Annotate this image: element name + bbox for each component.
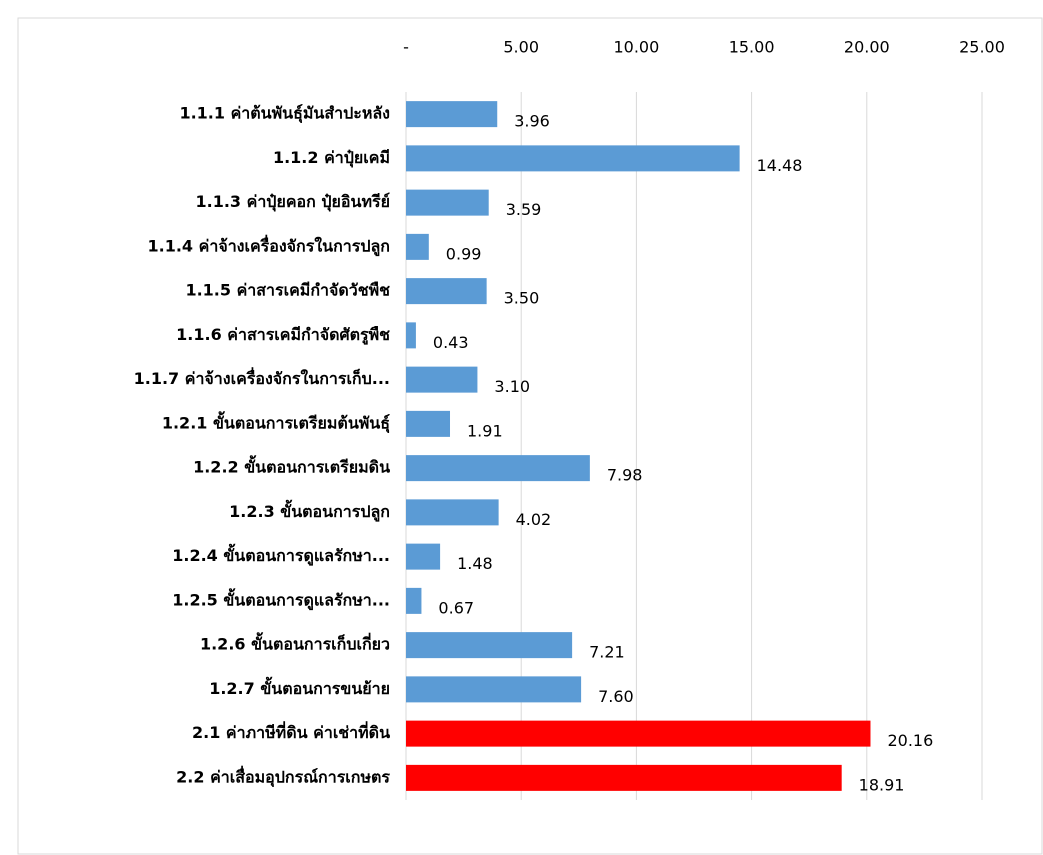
- value-label: 4.02: [516, 510, 552, 529]
- value-label: 3.50: [504, 289, 540, 308]
- bar: [406, 322, 416, 349]
- y-tick-label: 1.2.2 ขั้นตอนการเตรียมดิน: [193, 455, 390, 477]
- y-tick-label: 1.1.2 ค่าปุ๋ยเคมี: [273, 148, 390, 168]
- value-label: 14.48: [757, 156, 803, 175]
- value-label: 3.59: [506, 200, 542, 219]
- bar: [406, 101, 498, 128]
- y-tick-label: 2.1 ค่าภาษีที่ดิน ค่าเช่าที่ดิน: [192, 721, 390, 742]
- x-tick-label: 25.00: [959, 38, 1005, 57]
- value-label: 3.10: [494, 377, 530, 396]
- y-tick-label: 1.1.5 ค่าสารเคมีกำจัดวัชพืช: [185, 281, 390, 300]
- value-label: 3.96: [514, 112, 550, 131]
- value-label: 20.16: [887, 731, 933, 750]
- y-tick-label: 1.2.7 ขั้นตอนการขนย้าย: [209, 676, 390, 698]
- x-tick-label: 10.00: [613, 38, 659, 57]
- x-tick-label: 5.00: [503, 38, 539, 57]
- y-tick-label: 1.1.3 ค่าปุ๋ยคอก ปุ๋ยอินทรีย์: [195, 192, 390, 212]
- bar: [406, 499, 499, 526]
- bar: [406, 189, 489, 216]
- x-tick-label: 20.00: [844, 38, 890, 57]
- bar: [406, 233, 429, 260]
- value-label: 7.21: [589, 643, 625, 662]
- value-label: 7.98: [607, 466, 643, 485]
- y-tick-label: 1.2.6 ขั้นตอนการเก็บเกี่ยว: [200, 632, 390, 654]
- y-tick-label: 1.2.4 ขั้นตอนการดูแลรักษา...: [172, 543, 390, 567]
- bar: [406, 145, 740, 172]
- value-label: 7.60: [598, 687, 634, 706]
- y-tick-label: 1.2.5 ขั้นตอนการดูแลรักษา...: [172, 587, 390, 611]
- chart-frame: [17, 17, 1043, 855]
- bar: [406, 632, 573, 659]
- value-label: 18.91: [859, 775, 905, 794]
- value-label: 1.48: [457, 554, 493, 573]
- y-tick-label: 1.2.1 ขั้นตอนการเตรียมต้นพันธุ์: [162, 410, 390, 433]
- bar: [406, 278, 487, 305]
- bar: [406, 543, 441, 570]
- bar: [406, 720, 871, 747]
- y-tick-label: 1.2.3 ขั้นตอนการปลูก: [229, 499, 390, 523]
- y-tick-label: 2.2 ค่าเสื่อมอุปกรณ์การเกษตร: [176, 765, 390, 787]
- y-tick-label: 1.1.7 ค่าจ้างเครื่องจักรในการเก็บ...: [134, 367, 390, 388]
- value-label: 0.67: [438, 598, 474, 617]
- y-tick-label: 1.1.1 ค่าต้นพันธุ์มันสำปะหลัง: [179, 104, 390, 124]
- value-label: 0.43: [433, 333, 469, 352]
- bar: [406, 676, 582, 703]
- value-label: 0.99: [446, 244, 482, 263]
- x-tick-label: 15.00: [729, 38, 775, 57]
- x-tick-label: -: [403, 38, 409, 57]
- bar: [406, 410, 451, 437]
- value-label: 1.91: [467, 421, 503, 440]
- bar: [406, 366, 478, 393]
- y-tick-label: 1.1.4 ค่าจ้างเครื่องจักรในการปลูก: [148, 234, 391, 257]
- bar: [406, 587, 422, 614]
- bar: [406, 455, 590, 482]
- bar: [406, 764, 842, 791]
- y-tick-label: 1.1.6 ค่าสารเคมีกำจัดศัตรูพืช: [176, 325, 390, 346]
